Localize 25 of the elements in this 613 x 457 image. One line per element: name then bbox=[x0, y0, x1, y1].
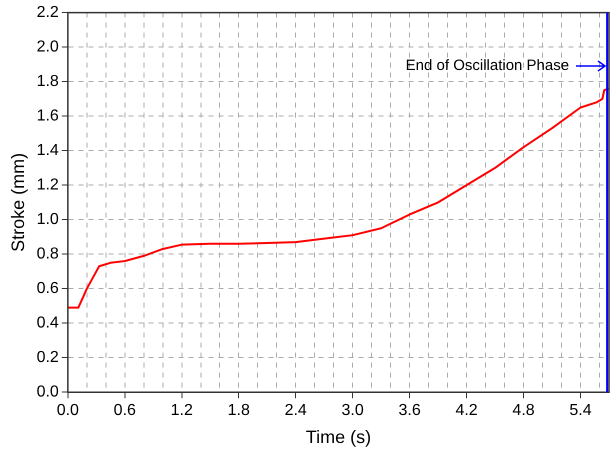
y-tick-label: 1.2 bbox=[36, 176, 59, 194]
x-tick-label: 0.6 bbox=[114, 402, 136, 420]
y-tick-label: 1.6 bbox=[36, 108, 59, 125]
y-tick-label: 1.0 bbox=[36, 211, 59, 228]
x-tick-label: 0.0 bbox=[56, 402, 80, 420]
x-tick-label: 3.6 bbox=[398, 402, 421, 420]
x-tick-label: 3.0 bbox=[342, 402, 364, 420]
y-tick-label: 0.4 bbox=[36, 314, 59, 332]
x-tick-label: 5.4 bbox=[569, 402, 592, 420]
x-axis-title: Time (s) bbox=[306, 427, 372, 448]
y-tick-label: 0.8 bbox=[36, 246, 59, 263]
y-tick-label: 0.2 bbox=[36, 349, 59, 366]
x-tick-label: 4.2 bbox=[455, 402, 478, 420]
y-tick-label: 2.0 bbox=[36, 38, 59, 56]
x-tick-label: 4.8 bbox=[512, 402, 535, 420]
y-tick-label: 1.8 bbox=[36, 73, 59, 90]
y-tick-label: 0.0 bbox=[36, 384, 59, 401]
x-tick-label: 2.4 bbox=[284, 402, 307, 420]
y-tick-label: 1.4 bbox=[36, 142, 59, 160]
y-axis-title: Stroke (mm) bbox=[8, 152, 28, 252]
x-tick-label: 1.2 bbox=[170, 402, 193, 420]
y-tick-label: 2.2 bbox=[36, 4, 59, 22]
x-tick-label: 1.8 bbox=[228, 402, 250, 420]
y-tick-label: 0.6 bbox=[36, 280, 59, 298]
annotation: End of Oscillation Phase bbox=[406, 57, 570, 74]
